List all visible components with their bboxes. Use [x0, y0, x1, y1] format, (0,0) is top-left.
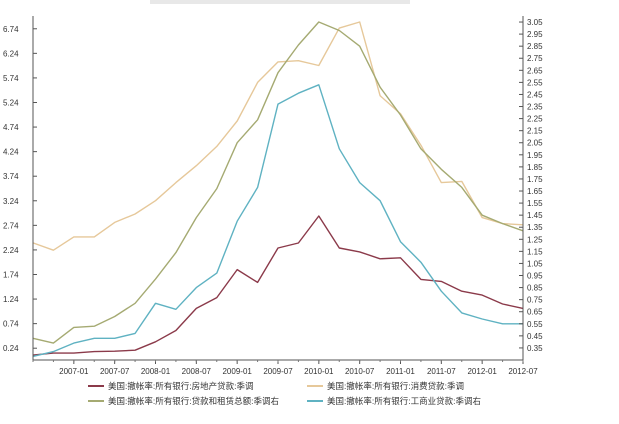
- right-tick-label: 0.85: [527, 284, 543, 293]
- left-tick-label: 4.74: [3, 123, 19, 132]
- right-tick-label: 1.45: [527, 211, 543, 220]
- right-tick-label: 1.55: [527, 199, 543, 208]
- left-tick-label: 2.74: [3, 221, 19, 230]
- x-tick-label: 2010-07: [345, 367, 375, 376]
- left-tick-label: 3.24: [3, 197, 19, 206]
- right-tick-label: 1.25: [527, 235, 543, 244]
- right-tick-label: 2.65: [527, 66, 543, 75]
- x-tick-label: 2010-01: [304, 367, 334, 376]
- x-tick-label: 2012-01: [467, 367, 497, 376]
- right-tick-label: 2.15: [527, 127, 543, 136]
- right-tick-label: 2.55: [527, 78, 543, 87]
- right-tick-label: 1.15: [527, 247, 543, 256]
- legend-label-2: 美国:撤帐率:所有银行:消费贷款:季调: [327, 381, 464, 391]
- right-tick-label: 1.05: [527, 259, 543, 268]
- series-line-3: [32, 21, 524, 344]
- x-tick-label: 2007-01: [59, 367, 89, 376]
- x-tick-label: 2008-01: [141, 367, 171, 376]
- left-tick-label: 4.24: [3, 148, 19, 157]
- right-tick-label: 1.35: [527, 223, 543, 232]
- right-y-axis: 0.35 0.45 0.55 0.65 0.75 0.85 0.95 1.05 1.15 1.25…: [519, 16, 543, 360]
- right-tick-label: 1.95: [527, 151, 543, 160]
- legend-label-3: 美国:撤帐率:所有银行:贷款和租赁总额:季调右: [108, 396, 279, 406]
- x-axis: 2007-01 2007-07 2008-01 2008-07 2009-01 2009-…: [32, 359, 538, 376]
- left-tick-label: 6.24: [3, 49, 19, 58]
- x-tick-label: 2011-07: [427, 367, 456, 376]
- left-tick-label: 1.24: [3, 295, 19, 304]
- left-y-axis: 0.24 0.74 1.24 1.74 2.24 2.74 3.24 3.74 4.24 4.74…: [3, 16, 37, 360]
- right-tick-label: 3.05: [527, 18, 543, 27]
- right-tick-label: 2.05: [527, 139, 543, 148]
- legend: 美国:撤帐率:所有银行:房地产贷款:季调 美国:撤帐率:所有银行:消费贷款:季调美…: [88, 381, 481, 406]
- left-tick-label: 6.74: [3, 25, 19, 34]
- right-tick-label: 0.75: [527, 296, 543, 305]
- left-tick-label: 0.74: [3, 320, 19, 329]
- legend-label-1: 美国:撤帐率:所有银行:房地产贷款:季调: [108, 381, 253, 391]
- right-tick-label: 1.85: [527, 163, 543, 172]
- right-tick-label: 2.85: [527, 42, 543, 51]
- series-line-2: [32, 21, 524, 251]
- right-tick-label: 0.45: [527, 332, 543, 341]
- right-tick-label: 1.75: [527, 175, 543, 184]
- right-tick-label: 2.35: [527, 103, 543, 112]
- right-tick-label: 2.25: [527, 115, 543, 124]
- legend-label-4: 美国:撤帐率:所有银行:工商业贷款:季调右: [327, 396, 481, 406]
- x-tick-label: 2012-07: [508, 367, 538, 376]
- right-tick-label: 0.65: [527, 308, 543, 317]
- plot-area: [32, 21, 524, 358]
- x-tick-label: 2008-07: [182, 367, 212, 376]
- x-tick-label: 2009-01: [222, 367, 252, 376]
- series-line-4: [32, 84, 523, 358]
- right-tick-label: 2.95: [527, 30, 543, 39]
- right-tick-label: 2.75: [527, 54, 543, 63]
- x-tick-label: 2009-07: [263, 367, 293, 376]
- right-tick-label: 0.55: [527, 320, 543, 329]
- left-tick-label: 0.24: [3, 344, 19, 353]
- right-tick-label: 1.65: [527, 187, 543, 196]
- left-tick-label: 1.74: [3, 270, 19, 279]
- left-tick-label: 5.24: [3, 98, 19, 107]
- right-tick-label: 0.35: [527, 344, 543, 353]
- x-tick-label: 2011-01: [386, 367, 415, 376]
- series-line-1: [32, 215, 524, 356]
- right-tick-label: 0.95: [527, 272, 543, 281]
- title-strip: [150, 0, 410, 4]
- right-tick-label: 2.45: [527, 90, 543, 99]
- left-tick-label: 5.74: [3, 74, 19, 83]
- left-tick-label: 2.24: [3, 246, 19, 255]
- x-tick-label: 2007-07: [100, 367, 130, 376]
- left-tick-label: 3.74: [3, 172, 19, 181]
